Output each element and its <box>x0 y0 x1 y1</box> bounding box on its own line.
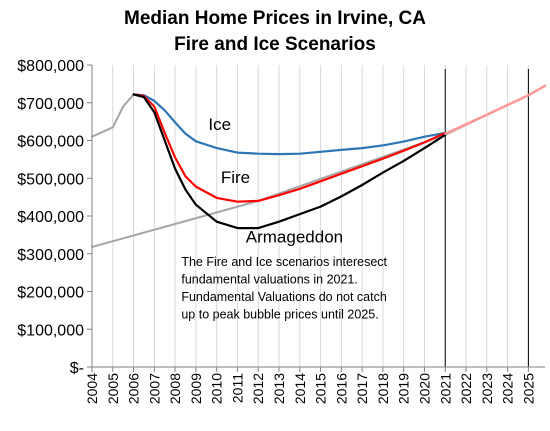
x-tick-label: 2011 <box>229 373 245 403</box>
annotation-line: fundamental valuations in 2021. <box>181 272 358 286</box>
x-tick-label: 2007 <box>146 373 162 404</box>
x-tick-label: 2010 <box>209 373 225 404</box>
y-tick-label: $700,000 <box>17 96 84 113</box>
x-tick-label: 2015 <box>313 373 329 404</box>
x-tick-label: 2008 <box>167 373 183 404</box>
x-tick-label: 2006 <box>126 373 142 404</box>
y-tick-label: $200,000 <box>17 285 84 302</box>
x-tick-label: 2024 <box>500 373 516 404</box>
grid <box>112 65 529 367</box>
x-tick-label: 2017 <box>354 373 370 404</box>
chart-title-line-2: Fire and Ice Scenarios <box>174 34 376 55</box>
series-line-ice <box>132 93 447 156</box>
x-tick-label: 2004 <box>84 373 100 404</box>
y-tick-label: $500,000 <box>17 171 84 188</box>
y-tick-label: $400,000 <box>17 209 84 226</box>
x-tick-label: 2009 <box>188 373 204 404</box>
annotation-line: Fundamental Valuations do not catch <box>181 290 387 304</box>
x-tick-label: 2020 <box>416 373 432 404</box>
series-label-ice: Ice <box>208 115 231 134</box>
y-tick-label: $600,000 <box>17 134 84 151</box>
x-tick-label: 2012 <box>250 373 266 404</box>
series-line-fire <box>132 93 447 203</box>
chart-title-line-1: Median Home Prices in Irvine, CA <box>124 8 426 29</box>
annotation-line: up to peak bubble prices until 2025. <box>181 307 378 321</box>
series-layer <box>91 84 547 248</box>
series-line-combined <box>444 84 547 135</box>
chart-title: Median Home Prices in Irvine, CA Fire an… <box>124 8 426 55</box>
y-tick-label: $300,000 <box>17 247 84 264</box>
series-line-armageddon <box>132 93 447 230</box>
x-tick-label: 2025 <box>520 373 536 404</box>
y-tick-label: $800,000 <box>17 58 84 75</box>
series-label-fire: Fire <box>221 168 250 187</box>
x-tick-label: 2014 <box>292 373 308 404</box>
x-tick-label: 2005 <box>105 373 121 404</box>
reference-lines <box>444 69 529 367</box>
x-tick-label: 2021 <box>437 373 453 404</box>
x-tick-label: 2016 <box>333 373 349 404</box>
x-tick-label: 2013 <box>271 373 287 404</box>
series-label-armageddon: Armageddon <box>246 227 343 246</box>
annotation-note: The Fire and Ice scenarios interesect fun… <box>181 255 387 322</box>
annotation-line: The Fire and Ice scenarios interesect <box>181 255 387 269</box>
x-axis-tick-labels: 2004 2005 2006 2007 2008 2009 2010 2011 2012 2013… <box>84 373 536 404</box>
x-tick-label: 2023 <box>479 373 495 404</box>
y-axis-tick-labels: $- $100,000 $200,000 $300,000 $400,000 $500,0… <box>17 58 84 377</box>
axes <box>87 64 545 372</box>
y-tick-label: $- <box>70 360 84 377</box>
y-tick-label: $100,000 <box>17 322 84 339</box>
x-tick-label: 2018 <box>375 373 391 404</box>
series-line-actual <box>91 93 135 138</box>
series-labels: Ice Fire Armageddon <box>208 115 343 246</box>
x-tick-label: 2019 <box>396 373 412 404</box>
x-tick-label: 2022 <box>458 373 474 404</box>
